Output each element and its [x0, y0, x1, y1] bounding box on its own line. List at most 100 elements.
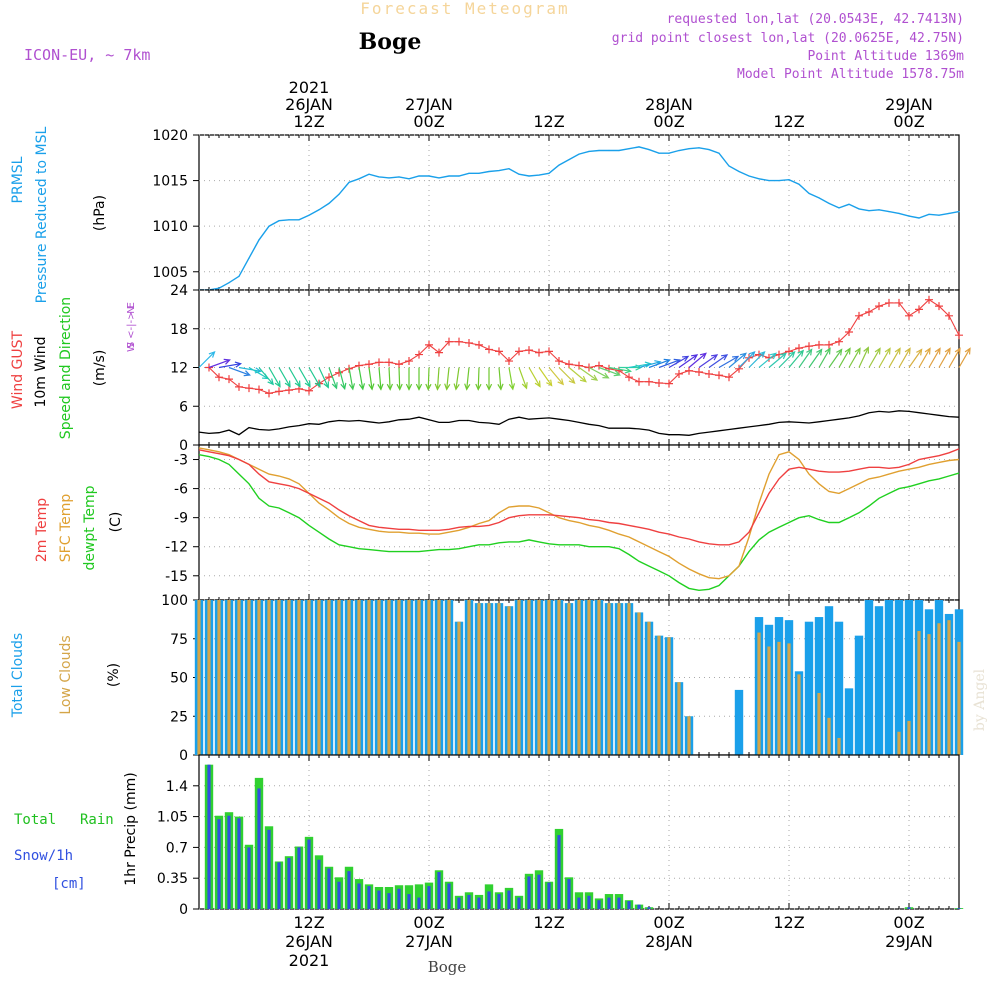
- wind-arrow: [368, 367, 375, 391]
- wind-arrow-head: [396, 383, 403, 391]
- bottom-time-label: 12Z: [293, 913, 324, 932]
- snow-bar: [607, 897, 611, 909]
- pressure-point: [358, 178, 360, 180]
- wind-arrow-shaft: [348, 367, 354, 390]
- wind-arrow: [678, 354, 699, 368]
- wind-arrow-head: [284, 380, 291, 388]
- gust-marker: [515, 347, 523, 356]
- wind-arrow-head: [358, 383, 366, 391]
- gust-marker: [265, 389, 273, 398]
- gust-marker: [695, 368, 703, 377]
- wind-arrow-head: [739, 352, 747, 360]
- wind-arrow-head: [844, 347, 851, 355]
- pressure-point: [888, 210, 890, 213]
- top-time-label: 26JAN: [285, 95, 333, 114]
- snow-bar: [297, 847, 301, 909]
- wind-arrow-head: [348, 383, 356, 391]
- gust-marker: [645, 377, 653, 386]
- wind-arrow-head: [557, 378, 565, 386]
- bottom-time-label: 28JAN: [645, 932, 693, 951]
- low-cloud-bar: [407, 600, 411, 755]
- gust-marker: [245, 384, 253, 393]
- pressure-point: [628, 148, 630, 150]
- pressure-point: [298, 219, 300, 221]
- gust-marker: [565, 360, 573, 369]
- y-tick-label: 0: [179, 902, 188, 918]
- y-tick-label: 0.35: [157, 871, 188, 887]
- pressure-point: [448, 175, 450, 177]
- wind-arrow: [218, 361, 243, 369]
- low-cloud-bar: [297, 600, 301, 755]
- wind-arrow-head: [475, 383, 482, 391]
- wind-arrow-head: [758, 350, 766, 358]
- gust-marker: [925, 295, 933, 304]
- wind-arrow-head: [904, 347, 911, 355]
- precip-label-total: Total: [14, 812, 56, 828]
- wind-arrow: [588, 366, 610, 379]
- wind-arrow-shaft: [388, 367, 391, 390]
- wind-labels: Wind GUST 10m Wind Speed and Direction (…: [10, 297, 137, 439]
- wind-arrow-head: [377, 383, 384, 391]
- precip-label-cm: [cm]: [52, 876, 86, 892]
- pressure-point: [578, 153, 580, 155]
- gust-marker: [625, 373, 633, 382]
- cloud-unit: (%): [106, 663, 122, 687]
- wind-arrow-shaft: [578, 367, 598, 381]
- snow-bar: [617, 897, 621, 909]
- wind-arrow-head: [546, 379, 553, 387]
- wind-arrow-head: [234, 361, 243, 368]
- bottom-time-label: 00Z: [653, 913, 684, 932]
- wind-arrow-shaft: [538, 367, 553, 386]
- wind-arrow-shaft: [508, 367, 514, 390]
- snow-bar: [577, 897, 581, 909]
- temp-label-sfc: SFC Temp: [58, 494, 74, 563]
- wind-arrow: [328, 367, 338, 390]
- total-cloud-bar: [854, 635, 864, 755]
- pressure-point: [428, 175, 430, 177]
- snow-bar: [357, 883, 361, 909]
- wind-arrow-shaft: [398, 367, 401, 390]
- wind-arrow: [358, 367, 366, 391]
- y-tick-label: 24: [170, 283, 188, 299]
- wind-arrow-head: [924, 347, 931, 355]
- gust-marker: [325, 373, 333, 382]
- low-cloud-bar: [597, 600, 601, 755]
- wind-arrow: [464, 367, 471, 391]
- temp-unit: (C): [108, 512, 124, 533]
- gust-marker: [935, 302, 943, 311]
- low-cloud-bar: [937, 623, 941, 755]
- pressure-point: [338, 193, 340, 195]
- gust-marker: [435, 348, 443, 357]
- wind-arrow: [228, 366, 251, 377]
- y-tick-label: -3: [174, 453, 188, 469]
- wind-arrow: [318, 367, 329, 389]
- top-time-label: 29JAN: [885, 95, 933, 114]
- wind-arrow-shaft: [378, 367, 382, 390]
- low-cloud-bar: [817, 693, 821, 755]
- low-cloud-bar: [517, 600, 521, 755]
- wind-arrow: [405, 367, 413, 391]
- wind-arrow: [348, 367, 356, 391]
- wind-arrow-head: [863, 346, 869, 354]
- pressure-point: [838, 207, 840, 209]
- gust-marker: [485, 345, 493, 354]
- wind-arrow-shaft: [558, 367, 575, 384]
- snow-bar: [347, 871, 351, 909]
- wind-arrow-shaft: [678, 354, 698, 368]
- wind-arrow: [718, 355, 740, 369]
- wind-arrow: [528, 367, 541, 388]
- wind-arrow-shaft: [218, 363, 241, 369]
- y-tick-label: 18: [170, 322, 188, 338]
- snow-bar: [517, 897, 521, 909]
- low-cloud-bar: [257, 600, 261, 755]
- low-cloud-bar: [947, 620, 951, 755]
- snow-bar: [547, 882, 551, 909]
- wind-arrow-head: [944, 347, 951, 355]
- wind-arrow-shaft: [328, 367, 338, 389]
- pressure-point: [728, 165, 730, 167]
- temp2m-line: [198, 448, 960, 546]
- low-cloud-bar: [337, 600, 341, 755]
- cloud-label-total: Total Clouds: [10, 633, 26, 718]
- low-cloud-bar: [827, 717, 831, 755]
- wind-arrow-shaft: [477, 367, 480, 390]
